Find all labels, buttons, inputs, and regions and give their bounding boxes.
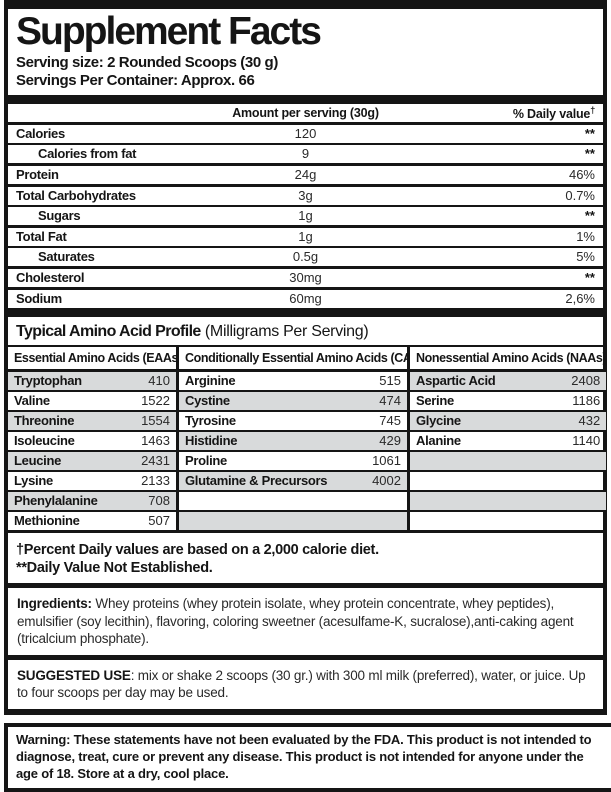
amino-column-eaas: Essential Amino Acids (EAAs) Tryptophan 4… bbox=[8, 346, 179, 530]
divider-thick-middle bbox=[8, 307, 603, 317]
amino-row-empty bbox=[410, 512, 606, 530]
amino-row: Glutamine & Precursors 4002 bbox=[179, 471, 407, 492]
amino-title-subtitle: (Milligrams Per Serving) bbox=[204, 322, 369, 340]
amino-row: Valine 1522 bbox=[8, 392, 176, 412]
nutrient-label: Saturates bbox=[38, 249, 95, 265]
nutrient-dv: ** bbox=[584, 146, 595, 162]
amount-column-header: Amount per serving (30g) bbox=[232, 105, 379, 120]
nutrient-amount: 1g bbox=[298, 229, 313, 245]
amino-column-caas: Conditionally Essential Amino Acids (CAA… bbox=[179, 346, 410, 530]
amino-profile-title: Typical Amino Acid Profile (Milligrams P… bbox=[16, 323, 595, 341]
servings-per-container-line: Servings Per Container: Approx. 66 bbox=[16, 71, 255, 89]
ingredients-label: Ingredients: bbox=[17, 596, 92, 612]
nutrient-dv: ** bbox=[584, 208, 595, 224]
supplement-facts-panel: Supplement Facts Serving size: 2 Rounded… bbox=[4, 0, 607, 715]
nutrient-label: Calories from fat bbox=[38, 146, 137, 162]
nutrition-row-total-fat: Total Fat 1g 1% bbox=[8, 224, 603, 246]
footnotes: †Percent Daily values are based on a 2,0… bbox=[8, 533, 603, 583]
nutrient-amount: 120 bbox=[294, 126, 317, 142]
amino-acid-table: Essential Amino Acids (EAAs) Tryptophan 4… bbox=[8, 344, 607, 533]
nutrient-dv: 46% bbox=[568, 167, 595, 183]
dagger-symbol: † bbox=[590, 104, 595, 115]
amino-row: Leucine 2431 bbox=[8, 451, 176, 472]
nutrient-dv: 1% bbox=[576, 229, 595, 245]
nutrient-amount: 24g bbox=[294, 167, 317, 183]
suggested-use-paragraph: SUGGESTED USE: mix or shake 2 scoops (30… bbox=[8, 660, 603, 709]
nutrition-row-sodium: Sodium 60mg 2,6% bbox=[8, 286, 603, 308]
warning-panel: Warning: These statements have not been … bbox=[4, 722, 611, 792]
amino-row: Tryptophan 410 bbox=[8, 371, 176, 392]
nutrient-label: Cholesterol bbox=[16, 270, 85, 286]
amino-row: Isoleucine 1463 bbox=[8, 432, 176, 452]
amino-title-bold: Typical Amino Acid Profile bbox=[16, 322, 201, 340]
nutrient-dv: ** bbox=[584, 270, 595, 286]
divider-above-ingredients bbox=[8, 583, 603, 589]
daily-value-header-text: % Daily value bbox=[512, 107, 591, 122]
nutrient-amount: 0.5g bbox=[292, 249, 319, 265]
nutrient-amount: 9 bbox=[301, 146, 310, 162]
amino-row-empty bbox=[410, 491, 607, 512]
amino-row-empty bbox=[410, 472, 607, 492]
suggested-use-label: SUGGESTED USE bbox=[17, 667, 131, 683]
amino-row-empty bbox=[410, 451, 607, 472]
amino-column-header: Essential Amino Acids (EAAs) bbox=[8, 347, 176, 372]
amino-column-naas: Nonessential Amino Acids (NAAs) Aspartic… bbox=[410, 347, 607, 530]
nutrient-label: Calories bbox=[16, 126, 65, 142]
nutrient-dv: ** bbox=[584, 126, 595, 142]
nutrition-row-total-carbohydrates: Total Carbohydrates 3g 0.7% bbox=[8, 183, 603, 205]
divider-above-suggested-use bbox=[8, 654, 603, 660]
nutrient-label: Total Fat bbox=[16, 229, 67, 245]
nutrition-row-protein: Protein 24g 46% bbox=[8, 162, 603, 184]
amino-row: Alanine 1140 bbox=[410, 432, 607, 452]
amino-row: Serine 1186 bbox=[410, 392, 607, 412]
amino-row: Threonine 1554 bbox=[8, 411, 176, 432]
warning-text: Warning: These statements have not been … bbox=[16, 731, 592, 781]
serving-size-line: Serving size: 2 Rounded Scoops (30 g) bbox=[16, 53, 278, 71]
amino-row: Cystine 474 bbox=[179, 391, 407, 412]
amino-row: Proline 1061 bbox=[179, 452, 407, 472]
amino-row-empty bbox=[179, 492, 407, 512]
nutrient-label: Total Carbohydrates bbox=[16, 188, 136, 204]
nutrition-row-sugars: Sugars 1g ** bbox=[8, 204, 603, 225]
nutrient-amount: 60mg bbox=[289, 291, 322, 307]
amino-column-header: Nonessential Amino Acids (NAAs) bbox=[410, 347, 607, 372]
nutrient-label: Sugars bbox=[38, 208, 81, 224]
ingredients-text: Whey proteins (whey protein isolate, whe… bbox=[17, 596, 574, 647]
nutrient-dv: 2,6% bbox=[565, 291, 595, 307]
nutrient-dv: 0.7% bbox=[565, 188, 595, 204]
nutrition-row-calories: Calories 120 ** bbox=[8, 125, 603, 143]
amino-row: Aspartic Acid 2408 bbox=[410, 371, 607, 392]
nutrition-row-calories-from-fat: Calories from fat 9 ** bbox=[8, 142, 603, 163]
nutrition-row-saturates: Saturates 0.5g 5% bbox=[8, 245, 603, 266]
daily-value-column-header: % Daily value† bbox=[513, 105, 603, 121]
nutrient-amount: 1g bbox=[298, 208, 313, 224]
amino-row: Phenylalanine 708 bbox=[8, 491, 176, 512]
amino-row: Arginine 515 bbox=[179, 372, 407, 392]
nutrient-label: Protein bbox=[16, 167, 59, 183]
nutrient-amount: 3g bbox=[298, 188, 313, 204]
amino-row: Methionine 507 bbox=[14, 513, 170, 529]
suggested-use-text: : mix or shake 2 scoops (30 gr.) with 30… bbox=[17, 667, 586, 701]
nutrient-amount: 30mg bbox=[289, 270, 322, 286]
amino-row: Tyrosine 745 bbox=[179, 412, 407, 432]
nutrition-row-cholesterol: Cholesterol 30mg ** bbox=[8, 265, 603, 287]
amino-row: Lysine 2133 bbox=[8, 472, 176, 492]
nutrition-column-headers: Amount per serving (30g) % Daily value† bbox=[8, 104, 603, 125]
amino-row: Glycine 432 bbox=[410, 411, 607, 432]
amino-column-header: Conditionally Essential Amino Acids (CAA… bbox=[179, 347, 407, 372]
panel-title: Supplement Facts bbox=[16, 10, 322, 53]
divider-thick-top bbox=[8, 94, 603, 104]
amino-row: Histidine 429 bbox=[179, 431, 407, 452]
footnote-not-established: **Daily Value Not Established. bbox=[16, 560, 213, 577]
footnote-daily-values: †Percent Daily values are based on a 2,0… bbox=[16, 541, 379, 558]
ingredients-paragraph: Ingredients: Whey proteins (whey protein… bbox=[8, 588, 603, 655]
amino-row-empty bbox=[179, 511, 407, 530]
nutrient-dv: 5% bbox=[576, 249, 595, 265]
nutrient-label: Sodium bbox=[16, 291, 62, 307]
